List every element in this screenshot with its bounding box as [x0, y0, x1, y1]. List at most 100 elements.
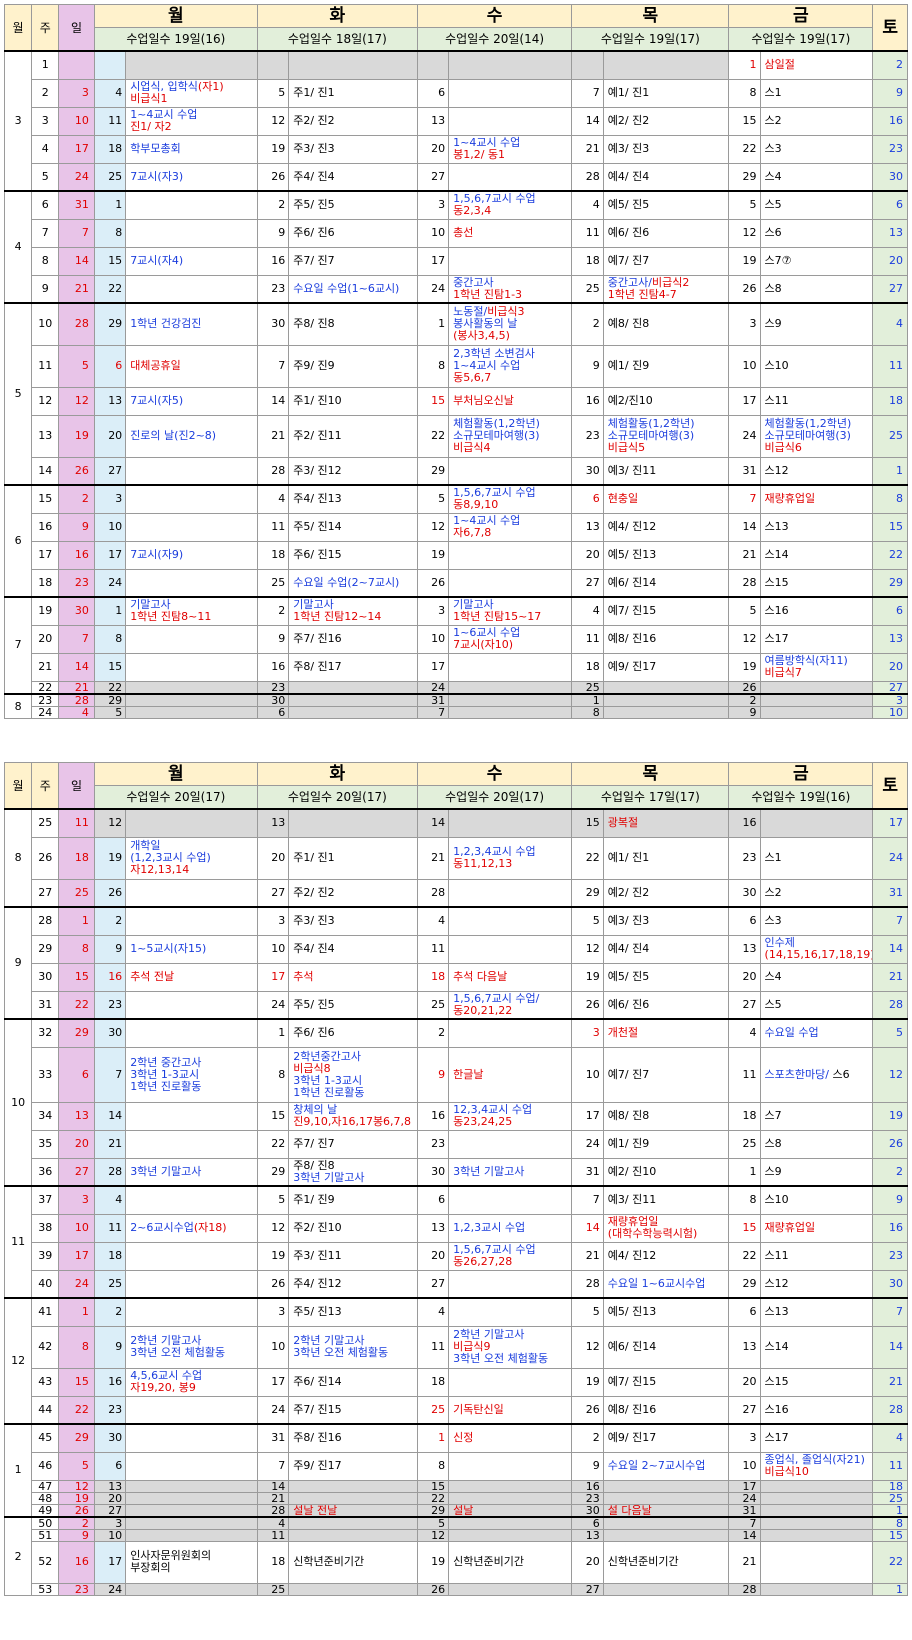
- events-wed: 신정: [448, 1423, 573, 1453]
- week-row: 8 25 11 12 13 14 15 광복절 16 17: [3, 808, 908, 908]
- event-text: 재량휴업일: [765, 493, 872, 505]
- event-part: 예3/ 진3: [607, 142, 650, 155]
- events-mon: [125, 652, 258, 682]
- date-thu: 28: [571, 162, 604, 192]
- week-row: 22 21 22 23 24 25 26 27: [5, 680, 908, 694]
- saturday-date: 30: [872, 162, 908, 192]
- events-thu: 예9/ 진17: [602, 652, 730, 682]
- event-part: 예5/ 진13: [607, 548, 657, 561]
- saturday-date: 15: [872, 512, 908, 542]
- event-part: 주2/ 진2: [293, 885, 335, 899]
- events-fri: 인수제 (14,15,16,17,18,19): [759, 934, 874, 964]
- event-part: 비급식8: [293, 1061, 331, 1075]
- event-part: 스17: [764, 1431, 789, 1445]
- events-tue: 신학년준비기간: [288, 1540, 418, 1584]
- date-tue: 17: [256, 962, 290, 992]
- event-part: 기말고사: [130, 598, 171, 612]
- week-row: 52 16 17 인사자문위원회의 부장회의 18 신학년준비기간 19 신학년준비기간 20 신학…: [5, 1540, 908, 1584]
- events-wed: [448, 1451, 573, 1481]
- date-tue: 4: [256, 1515, 290, 1530]
- event-part: 진로의 날(진2~8): [130, 429, 217, 442]
- events-tue: 주8/ 진17: [288, 652, 418, 682]
- events-mon: [125, 1503, 258, 1517]
- event-text: 스13: [765, 1306, 872, 1318]
- date-mon: 24: [93, 1582, 127, 1596]
- events-wed: 중간고사 1학년 진탐1-3: [448, 274, 573, 304]
- date-wed: 29: [416, 1503, 450, 1517]
- events-mon: [125, 878, 258, 908]
- event-part: 스3: [764, 914, 782, 928]
- date-fri: 10: [728, 344, 761, 388]
- event-part: 광복절: [607, 816, 639, 830]
- event-part: 주7/ 진7: [293, 254, 335, 267]
- event-text: 수요일 수업(1~6교시): [293, 282, 416, 295]
- saturday-date: 24: [872, 836, 908, 880]
- event-text: 스17: [765, 633, 872, 645]
- week-number: 25: [31, 808, 60, 838]
- event-part: 스4: [764, 169, 782, 183]
- events-thu: 설 다음날: [602, 1503, 730, 1517]
- events-mon: 기말고사 1학년 진탐8~11: [125, 596, 258, 626]
- events-thu: 예4/ 진4: [602, 934, 730, 964]
- event-part: 스6: [828, 1067, 850, 1081]
- events-wed: 체험활동(1,2학년) 소규모테마여행(3) 비급식4: [448, 414, 573, 458]
- date-mon: 13: [93, 1479, 127, 1493]
- event-text: 진1/ 자2: [130, 121, 256, 133]
- event-text: 1~4교시 수업: [453, 515, 571, 527]
- events-thu: 예6/ 진6: [602, 990, 730, 1020]
- event-part: 예7/ 진15: [607, 604, 657, 618]
- event-part: 예2/진10: [607, 394, 653, 407]
- date-tue: 31: [256, 1423, 290, 1453]
- week-row: 40 24 25 26 주4/ 진12 27 28 수요일 1~6교시수업 29 스12 30: [5, 1269, 908, 1299]
- date-tue: 12: [256, 1213, 290, 1243]
- event-text: 주1/ 진1: [293, 852, 416, 864]
- week-row: 1 45 29 30 31 주8/ 진16 1 신정 2 예9/ 진17 3 스17 4: [3, 1423, 908, 1517]
- event-part: 비급식9: [453, 1340, 491, 1353]
- class-day-count: 수업일수 17일(17): [571, 785, 730, 810]
- week-number: 38: [31, 1213, 60, 1243]
- event-part: 신학년준비기간: [607, 1555, 679, 1568]
- event-part: (14,15,16,17,18,19): [764, 948, 873, 961]
- event-text: 스16: [765, 605, 872, 617]
- week-number: 49: [31, 1503, 60, 1517]
- events-thu: 예8/ 진16: [602, 1395, 730, 1425]
- events-fri: 스15: [759, 1367, 874, 1397]
- event-part: 7교시(자9): [130, 548, 184, 561]
- event-text: 스5: [765, 998, 872, 1011]
- events-fri: 재량휴업일: [759, 1213, 874, 1243]
- event-text: 한글날: [453, 1068, 571, 1081]
- events-mon: [125, 680, 258, 694]
- date-wed: 9: [416, 1046, 450, 1103]
- event-text: 스2: [765, 886, 872, 899]
- date-tue: 2: [256, 596, 290, 626]
- date-mon: 5: [93, 705, 127, 719]
- event-text: 비급식10: [765, 1466, 872, 1478]
- class-day-count: 수업일수 20일(17): [256, 785, 418, 810]
- events-thu: 예8/ 진16: [602, 624, 730, 654]
- event-text: 소규모테마여행(3): [608, 430, 728, 442]
- event-part: 소규모테마여행(3): [764, 429, 851, 442]
- week-row: 16 9 10 11 주5/ 진14 12 1~4교시 수업 자6,7,8 13 예4/ 진12 1…: [5, 512, 908, 542]
- week-row: 13 19 20 진로의 날(진2~8) 21 주2/ 진11 22 체험활동(1,2학년) 소…: [5, 414, 908, 458]
- week-row: 3 10 11 1~4교시 수업 진1/ 자2 12 주2/ 진2 13 14 예2/ 진2 15 스…: [5, 106, 908, 136]
- event-part: 예8/ 진8: [607, 1109, 650, 1122]
- saturday-date: 27: [872, 680, 908, 694]
- events-tue: 주5/ 진13: [288, 1297, 418, 1327]
- date-fri: 23: [728, 836, 761, 880]
- date-thu: 11: [571, 218, 604, 248]
- event-part: 4,5,6교시 수업: [130, 1369, 203, 1382]
- event-text: 비급식5: [608, 442, 728, 454]
- events-fri: [759, 1528, 874, 1542]
- saturday-date: 8: [872, 484, 908, 514]
- events-tue: [288, 1479, 418, 1493]
- date-tue: 21: [256, 414, 290, 458]
- event-text: 주1/ 진9: [293, 1194, 416, 1206]
- saturday-date: 21: [872, 1367, 908, 1397]
- week-number: 46: [31, 1451, 60, 1481]
- date-thu: 14: [571, 1213, 604, 1243]
- date-tue: 16: [256, 246, 290, 276]
- saturday-date: 5: [872, 1018, 908, 1048]
- event-text: 스11: [765, 395, 872, 407]
- event-text: (대학수학능력시험): [608, 1228, 728, 1240]
- date-fri: 20: [728, 1367, 761, 1397]
